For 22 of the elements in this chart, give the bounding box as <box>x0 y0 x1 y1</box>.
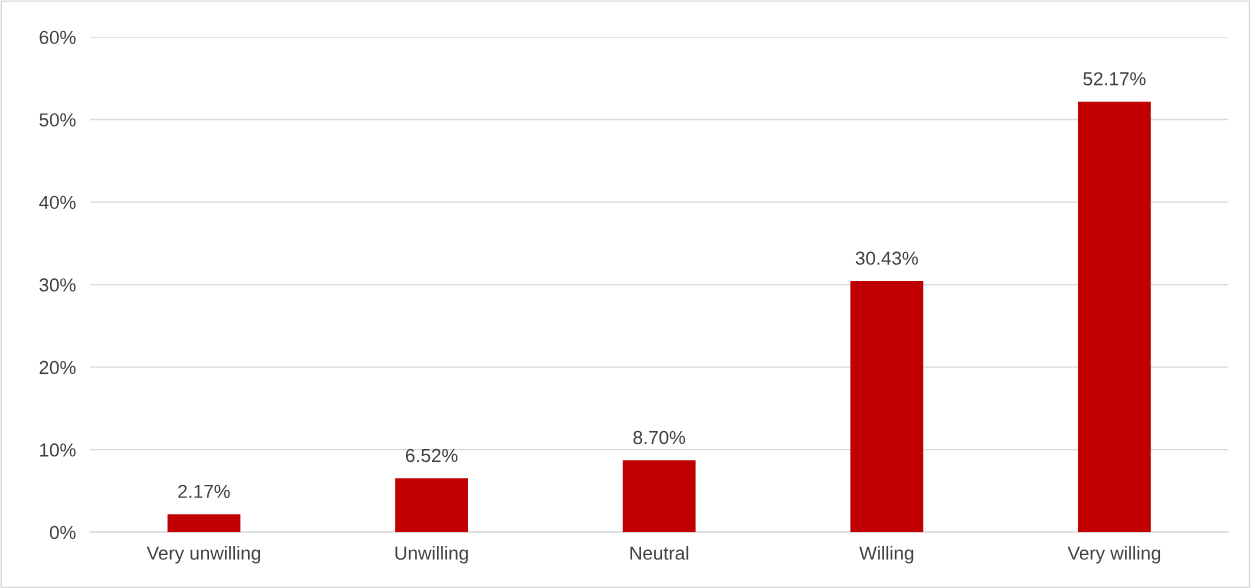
bar <box>167 514 241 533</box>
bar <box>850 281 924 533</box>
bar <box>395 478 468 533</box>
y-tick-label: 20% <box>39 360 76 375</box>
x-tick-label: Very willing <box>1067 546 1161 564</box>
y-tick-label: 60% <box>39 30 76 45</box>
bar <box>622 460 696 533</box>
x-tick-label: Very unwilling <box>146 546 261 564</box>
bar <box>1077 101 1151 533</box>
y-tick-label: 10% <box>40 443 76 457</box>
y-tick-label: 50% <box>39 113 76 127</box>
x-tick-label: Neutral <box>630 546 689 560</box>
data-label: 2.17% <box>178 484 230 498</box>
y-tick-label: 40% <box>39 195 76 210</box>
data-label: 8.70% <box>633 430 686 445</box>
y-tick-label: 0% <box>49 525 76 540</box>
data-label: 30.43% <box>855 251 918 265</box>
y-tick-label: 30% <box>39 278 76 292</box>
x-tick-label: Willing <box>859 546 914 564</box>
x-tick-label: Unwilling <box>395 546 468 564</box>
data-label: 52.17% <box>1083 72 1146 86</box>
data-label: 6.52% <box>405 448 458 463</box>
